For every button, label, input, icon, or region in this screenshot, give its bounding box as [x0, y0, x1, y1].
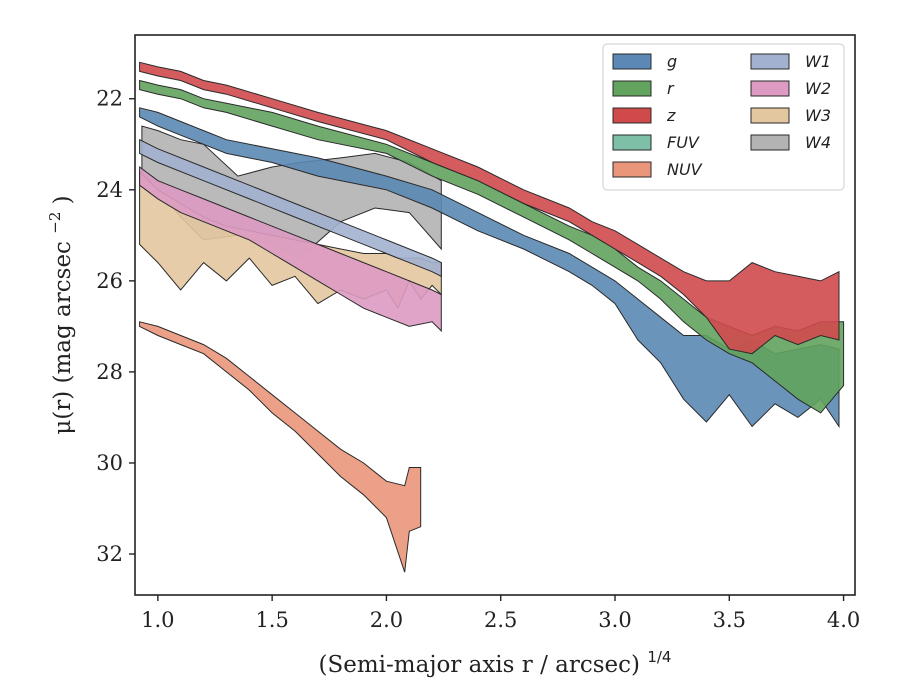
- x-axis-label-text: (Semi-major axis r / arcsec): [319, 652, 640, 678]
- band-nuv: [139, 321, 422, 573]
- x-axis-label-exponent: 1/4: [647, 648, 671, 666]
- y-axis-label-close: ): [50, 195, 76, 204]
- legend-label: NUV: [667, 160, 703, 179]
- x-tick-label: 2.0: [370, 608, 403, 632]
- x-tick-label: 1.5: [255, 608, 288, 632]
- legend-swatch: [750, 80, 790, 97]
- x-axis-ticks: 1.0 1.5 2.0 2.5 3.0 3.5 4.0: [141, 595, 860, 632]
- legend-swatch: [612, 80, 652, 97]
- legend-swatch: [612, 134, 652, 151]
- legend-label: g: [667, 52, 677, 71]
- legend-swatch: [612, 53, 652, 70]
- legend-item-w4: W4: [750, 133, 831, 152]
- legend: grz FUV NUV W1 W2 W3 W4: [602, 43, 845, 191]
- plot-frame: [134, 34, 856, 596]
- y-axis-label-text: μ(r) (mag arcsec: [50, 241, 76, 435]
- band-w1: [139, 138, 442, 278]
- x-tick-label: 3.0: [598, 608, 631, 632]
- y-axis-ticks: 22 24 26 28 30 32: [96, 87, 135, 566]
- legend-swatch: [750, 53, 790, 70]
- legend-label: W4: [805, 133, 831, 152]
- legend-label: W3: [805, 106, 831, 125]
- x-tick-label: 1.0: [141, 608, 174, 632]
- band-layer: [139, 61, 845, 573]
- legend-label: W2: [805, 79, 831, 98]
- y-tick-label: 28: [96, 360, 123, 384]
- legend-item-g: g: [612, 52, 677, 71]
- band-w2: [139, 166, 442, 333]
- legend-swatch: [750, 134, 790, 151]
- legend-item-z: z: [612, 106, 676, 125]
- y-tick-label: 32: [96, 542, 123, 566]
- y-tick-label: 22: [96, 87, 123, 111]
- legend-item-w2: W2: [750, 79, 831, 98]
- legend-label: z: [666, 106, 676, 125]
- x-tick-label: 3.5: [713, 608, 746, 632]
- x-tick-label: 4.0: [827, 608, 860, 632]
- y-tick-label: 24: [96, 178, 123, 202]
- legend-label: FUV: [667, 133, 700, 152]
- x-axis-label: (Semi-major axis r / arcsec) 1/4: [319, 648, 672, 678]
- y-axis-label-exponent: −2: [46, 212, 64, 234]
- legend-swatch: [612, 161, 652, 178]
- y-tick-label: 30: [96, 451, 123, 475]
- x-tick-label: 2.5: [484, 608, 517, 632]
- legend-swatch: [750, 107, 790, 124]
- band-g: [139, 107, 840, 429]
- legend-item-w3: W3: [750, 106, 831, 125]
- legend-item-fuv: FUV: [612, 133, 700, 152]
- band-z: [139, 61, 840, 355]
- legend-label: W1: [805, 52, 831, 71]
- y-axis-label: μ(r) (mag arcsec −2 ): [40, 195, 76, 434]
- legend-label: r: [667, 79, 675, 98]
- legend-item-w1: W1: [750, 52, 831, 71]
- legend-item-nuv: NUV: [612, 160, 703, 179]
- legend-swatch: [612, 107, 652, 124]
- legend-item-r: r: [612, 79, 675, 98]
- y-tick-label: 26: [96, 269, 123, 293]
